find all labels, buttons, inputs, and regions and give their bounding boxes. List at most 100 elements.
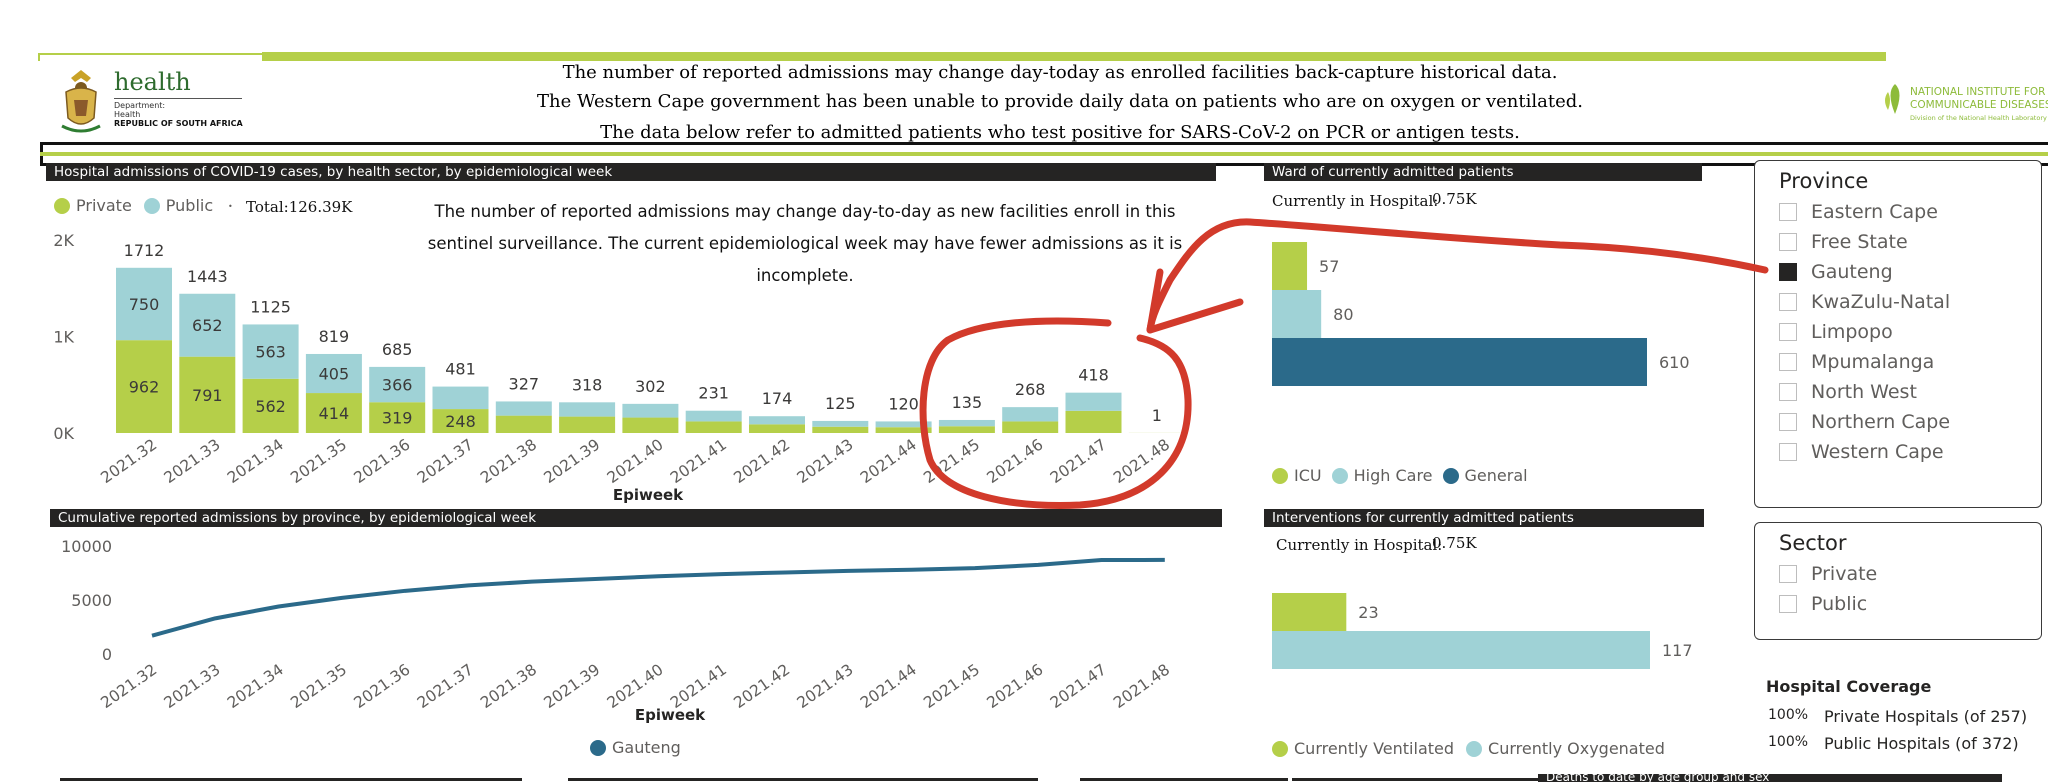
icu-legend-dot bbox=[1272, 467, 1288, 484]
province-option-eastern-cape[interactable]: Eastern Cape bbox=[1755, 197, 2041, 227]
sector-option-public[interactable]: Public bbox=[1755, 589, 2041, 619]
province-option-label: Northern Cape bbox=[1811, 411, 1951, 433]
coat-of-arms-icon bbox=[61, 70, 101, 133]
bar-total-label: 120 bbox=[888, 394, 919, 413]
health-logo: health Department: Health REPUBLIC OF SO… bbox=[56, 66, 246, 138]
sector-checkbox[interactable] bbox=[1779, 595, 1797, 613]
x-tick-label: 2021.39 bbox=[541, 661, 604, 713]
bar-private-label: 319 bbox=[382, 409, 413, 428]
province-option-label: Limpopo bbox=[1811, 321, 1893, 343]
province-checkbox[interactable] bbox=[1779, 323, 1797, 341]
province-checkbox[interactable] bbox=[1779, 443, 1797, 461]
health-logo-line-2: Health bbox=[114, 110, 141, 119]
bar-public-label: 652 bbox=[192, 316, 223, 335]
province-option-label: Free State bbox=[1811, 231, 1908, 253]
bar-private bbox=[242, 378, 299, 433]
cumulative-title: Cumulative reported admissions by provin… bbox=[50, 509, 1222, 527]
bar-total-label: 685 bbox=[382, 340, 413, 359]
province-checkbox[interactable] bbox=[1779, 203, 1797, 221]
x-tick-label: 2021.40 bbox=[604, 661, 667, 713]
nicd-logo: NATIONAL INSTITUTE FOR COMMUNICABLE DISE… bbox=[1880, 82, 2048, 128]
bar-private-label: 962 bbox=[129, 378, 160, 397]
interventions-current-label: Currently in Hospital: bbox=[1276, 536, 1443, 554]
ward-bar-label: 610 bbox=[1659, 353, 1690, 372]
x-tick-label: 2021.34 bbox=[224, 661, 287, 713]
bar-public bbox=[812, 420, 869, 427]
interventions-title: Interventions for currently admitted pat… bbox=[1264, 509, 1704, 527]
ward-legend-highcare: High Care bbox=[1353, 466, 1433, 485]
bar-total-label: 125 bbox=[825, 394, 856, 413]
province-option-free-state[interactable]: Free State bbox=[1755, 227, 2041, 257]
province-checkbox[interactable] bbox=[1779, 353, 1797, 371]
province-option-northern-cape[interactable]: Northern Cape bbox=[1755, 407, 2041, 437]
bar-private-label: 414 bbox=[319, 404, 350, 423]
province-option-north-west[interactable]: North West bbox=[1755, 377, 2041, 407]
header-accent-bar bbox=[262, 52, 1886, 61]
bottom-section-header-2 bbox=[568, 778, 1038, 781]
nicd-line-2: COMMUNICABLE DISEASES bbox=[1910, 99, 2048, 111]
intervention-bar bbox=[1272, 631, 1650, 669]
header-accent-bracket bbox=[38, 53, 40, 61]
x-tick-label: 2021.42 bbox=[730, 436, 793, 488]
y-tick-label: 2K bbox=[53, 231, 74, 250]
x-axis-label: Epiweek bbox=[635, 706, 706, 724]
province-checkbox[interactable] bbox=[1779, 263, 1797, 281]
nicd-line-1: NATIONAL INSTITUTE FOR bbox=[1910, 86, 2046, 98]
ward-current-label: Currently in Hospital: bbox=[1272, 192, 1439, 210]
admissions-total: Total:126.39K bbox=[246, 198, 353, 216]
health-logo-line-3: REPUBLIC OF SOUTH AFRICA bbox=[114, 119, 243, 128]
bar-public bbox=[495, 401, 552, 416]
bar-public-label: 405 bbox=[319, 365, 350, 384]
bar-private bbox=[369, 402, 426, 433]
nicd-line-3: Division of the National Health Laborato… bbox=[1910, 114, 2048, 122]
interventions-current-value: 0.75K bbox=[1432, 534, 1477, 552]
bottom-section-header-1 bbox=[60, 778, 522, 781]
intervention-bar-label: 117 bbox=[1662, 641, 1693, 660]
bar-public-label: 750 bbox=[129, 295, 160, 314]
bar-total-label: 318 bbox=[572, 375, 603, 394]
bar-public bbox=[559, 402, 616, 417]
sector-slicer: Sector Private Public bbox=[1754, 522, 2042, 640]
x-tick-label: 2021.38 bbox=[477, 436, 540, 488]
bar-public bbox=[242, 324, 299, 379]
province-checkbox[interactable] bbox=[1779, 293, 1797, 311]
province-option-mpumalanga[interactable]: Mpumalanga bbox=[1755, 347, 2041, 377]
province-option-label: Gauteng bbox=[1811, 261, 1893, 283]
bar-public-label: 563 bbox=[255, 343, 286, 362]
province-option-kwazulu-natal[interactable]: KwaZulu-Natal bbox=[1755, 287, 2041, 317]
interventions-legend-ventilated: Currently Ventilated bbox=[1294, 739, 1455, 758]
province-option-gauteng[interactable]: Gauteng bbox=[1755, 257, 2041, 287]
bar-private bbox=[875, 427, 932, 433]
province-option-limpopo[interactable]: Limpopo bbox=[1755, 317, 2041, 347]
bar-private bbox=[1002, 421, 1059, 433]
x-tick-label: 2021.33 bbox=[161, 436, 224, 488]
province-checkbox[interactable] bbox=[1779, 413, 1797, 431]
bar-public bbox=[1002, 407, 1059, 422]
x-tick-label: 2021.37 bbox=[414, 436, 477, 488]
bar-private bbox=[749, 424, 805, 433]
bar-private-label: 562 bbox=[255, 397, 286, 416]
x-axis-label: Epiweek bbox=[613, 486, 684, 504]
gauteng-legend-dot bbox=[590, 739, 606, 756]
province-checkbox[interactable] bbox=[1779, 383, 1797, 401]
sector-checkbox[interactable] bbox=[1779, 565, 1797, 583]
private-legend-dot bbox=[54, 197, 70, 214]
province-option-western-cape[interactable]: Western Cape bbox=[1755, 437, 2041, 467]
health-logo-divider bbox=[114, 98, 242, 99]
bar-private bbox=[305, 393, 362, 433]
x-tick-label: 2021.40 bbox=[604, 436, 667, 488]
bar-private-label: 791 bbox=[192, 386, 223, 405]
admissions-note: The number of reported admissions may ch… bbox=[427, 202, 1183, 285]
bar-public bbox=[622, 403, 679, 418]
bar-total-label: 268 bbox=[1015, 380, 1046, 399]
x-tick-label: 2021.48 bbox=[1110, 661, 1173, 713]
sector-option-private[interactable]: Private bbox=[1755, 559, 2041, 589]
bar-total-label: 481 bbox=[445, 360, 476, 379]
ventilated-legend-dot bbox=[1272, 740, 1288, 757]
bar-private bbox=[1065, 410, 1122, 433]
province-checkbox[interactable] bbox=[1779, 233, 1797, 251]
x-tick-label: 2021.33 bbox=[161, 661, 224, 713]
total-marker: • bbox=[228, 202, 233, 211]
x-tick-label: 2021.45 bbox=[920, 661, 983, 713]
